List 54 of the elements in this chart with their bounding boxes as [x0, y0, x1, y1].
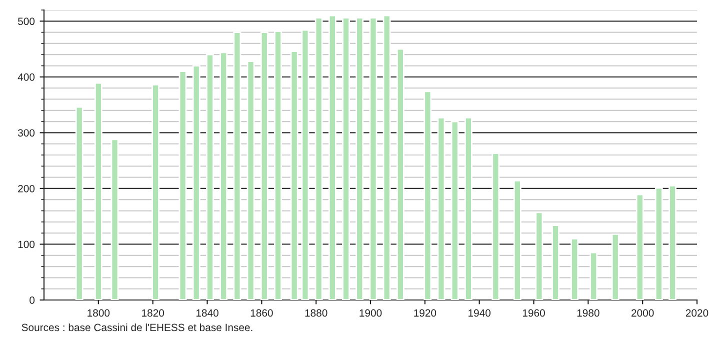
bar: [274, 30, 282, 300]
bar: [178, 70, 187, 300]
bar: [301, 29, 310, 300]
bar: [437, 116, 446, 300]
y-tick-label: 0: [30, 296, 35, 304]
bar: [342, 17, 350, 300]
bar: [233, 32, 242, 300]
bar: [369, 17, 378, 300]
bar: [513, 180, 522, 300]
bar: [290, 50, 298, 300]
bar: [552, 224, 560, 300]
bar: [192, 65, 200, 300]
bar: [636, 194, 644, 300]
bar: [611, 233, 620, 300]
x-tick-label: 2000: [632, 309, 654, 317]
x-tick-label: 1880: [305, 309, 328, 317]
bar: [654, 187, 663, 300]
y-tick-label: 400: [18, 73, 35, 81]
bar: [382, 14, 391, 300]
bar: [152, 84, 160, 300]
x-tick-label: 1860: [250, 309, 273, 317]
x-tick-label: 1800: [88, 309, 110, 317]
bar: [535, 212, 544, 300]
bar: [590, 252, 598, 300]
bar: [570, 238, 579, 300]
y-tick-label: 100: [18, 240, 35, 248]
x-tick-label: 1920: [414, 309, 436, 317]
bar: [314, 17, 323, 300]
bar: [206, 54, 214, 300]
y-tick-label: 200: [18, 184, 35, 192]
source-note: Sources : base Cassini de l'EHESS et base Insee.: [22, 323, 252, 332]
y-tick-label: 500: [18, 18, 35, 26]
bar: [464, 116, 472, 300]
x-tick-label: 1840: [196, 309, 218, 317]
bar: [668, 184, 676, 300]
x-tick-label: 2020: [686, 309, 708, 317]
x-tick-label: 1820: [142, 309, 164, 317]
bar: [260, 32, 268, 300]
bar: [328, 14, 336, 300]
bar: [424, 90, 432, 300]
bar: [492, 152, 500, 300]
x-tick-label: 1940: [468, 309, 491, 317]
y-tick-label: 300: [18, 129, 35, 137]
bar: [220, 52, 228, 300]
bar: [75, 106, 84, 300]
bar: [356, 17, 364, 300]
bar: [94, 82, 102, 300]
x-tick-label: 1900: [360, 309, 382, 317]
bar: [450, 120, 459, 300]
bar: [246, 60, 255, 300]
bar: [110, 138, 119, 300]
bar: [396, 48, 404, 300]
x-tick-label: 1980: [577, 309, 600, 317]
x-tick-label: 1960: [522, 309, 545, 317]
